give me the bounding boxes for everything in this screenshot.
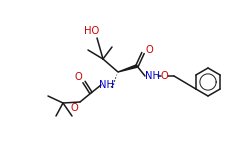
Polygon shape: [118, 65, 138, 72]
Text: O: O: [145, 45, 153, 55]
Text: NH: NH: [144, 71, 160, 81]
Text: O: O: [160, 71, 168, 81]
Text: O: O: [70, 103, 78, 113]
Text: O: O: [74, 72, 82, 82]
Text: NH: NH: [100, 80, 114, 90]
Text: HO: HO: [84, 26, 100, 36]
